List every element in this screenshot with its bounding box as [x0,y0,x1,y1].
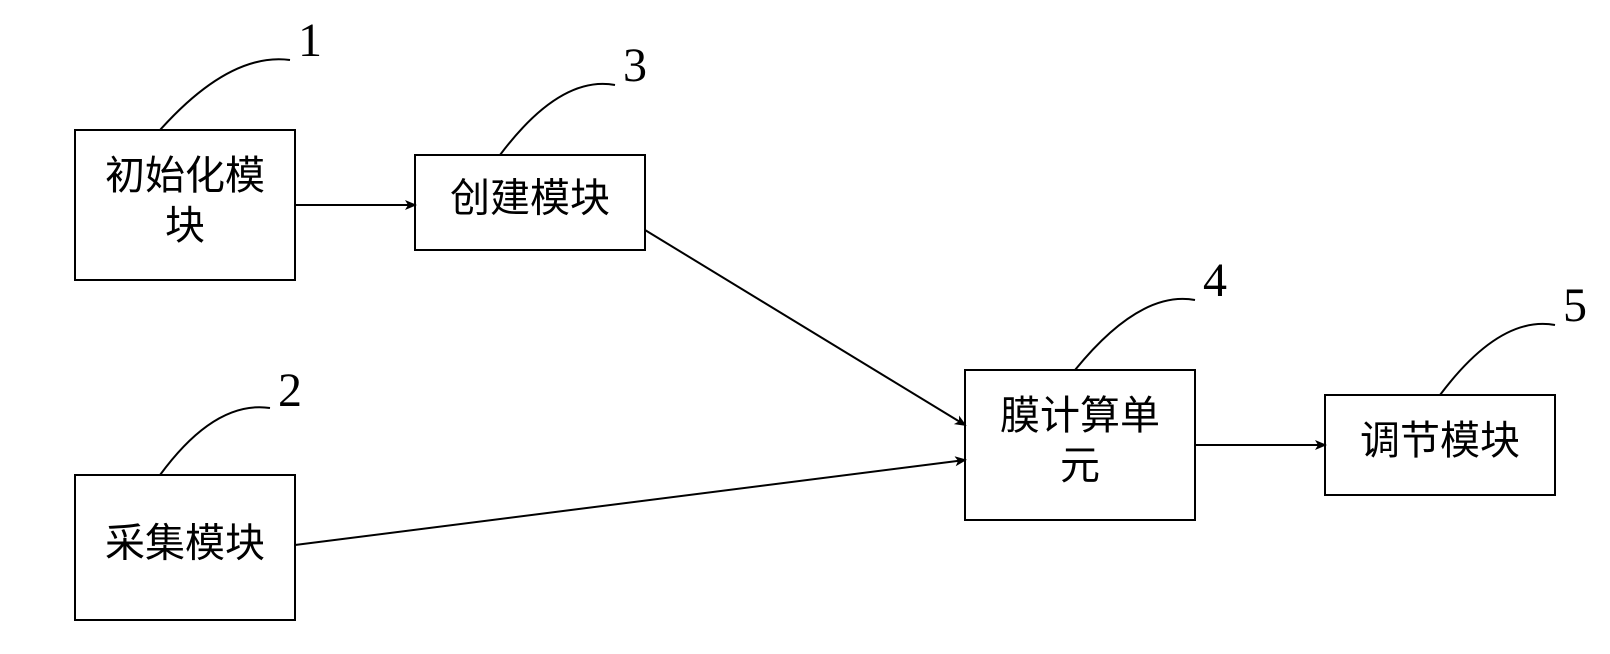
edge-n2-n4 [295,460,965,545]
callout-leader [1075,299,1195,370]
callout-label: 1 [298,14,322,67]
callout-leader [160,407,270,475]
node-n4: 膜计算单元 [965,370,1195,520]
node-label: 调节模块 [1360,418,1520,463]
node-label: 膜计算单 [1000,393,1160,438]
node-label: 采集模块 [105,521,265,566]
node-n2: 采集模块 [75,475,295,620]
node-n1: 初始化模块 [75,130,295,280]
flowchart-canvas: 初始化模块采集模块 创建模块膜计算单元 调节模块 1 2 3 4 5 [0,0,1610,654]
callout-label: 5 [1563,279,1587,332]
callout-label: 3 [623,39,647,92]
node-label: 创建模块 [450,176,610,221]
node-n5: 调节模块 [1325,395,1555,495]
callout-label: 2 [278,364,302,417]
node-label: 块 [165,203,205,248]
callout-leader [160,59,290,130]
node-n3: 创建模块 [415,155,645,250]
callout-leader [500,84,615,155]
edge-n3-n4 [645,230,965,425]
callout-label: 4 [1203,254,1227,307]
node-label: 初始化模 [105,153,265,198]
node-label: 元 [1060,443,1100,488]
callout-leader [1440,324,1555,395]
